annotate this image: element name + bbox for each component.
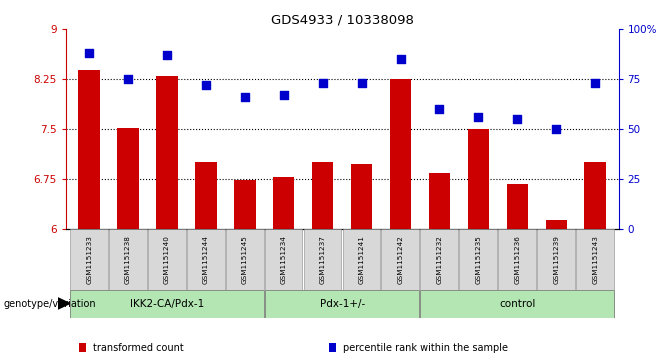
Bar bbox=[545, 220, 567, 229]
Text: GSM1151243: GSM1151243 bbox=[592, 235, 598, 284]
Text: control: control bbox=[499, 299, 536, 309]
Bar bbox=[226, 229, 264, 290]
Point bbox=[395, 56, 406, 62]
Point bbox=[278, 92, 289, 98]
Bar bbox=[459, 229, 497, 290]
Bar bbox=[109, 229, 147, 290]
Point bbox=[123, 76, 134, 82]
Text: GSM1151234: GSM1151234 bbox=[281, 235, 287, 284]
Text: GSM1151238: GSM1151238 bbox=[125, 235, 131, 284]
Point bbox=[590, 80, 601, 86]
Text: GSM1151240: GSM1151240 bbox=[164, 235, 170, 284]
Bar bbox=[234, 180, 255, 229]
Point bbox=[201, 82, 211, 88]
Text: GSM1151233: GSM1151233 bbox=[86, 235, 92, 284]
Text: GSM1151232: GSM1151232 bbox=[436, 235, 442, 284]
Text: GSM1151237: GSM1151237 bbox=[320, 235, 326, 284]
Text: GSM1151235: GSM1151235 bbox=[475, 235, 482, 284]
Point bbox=[512, 116, 522, 122]
Bar bbox=[187, 229, 224, 290]
Text: GSM1151239: GSM1151239 bbox=[553, 235, 559, 284]
Bar bbox=[420, 229, 458, 290]
Text: Pdx-1+/-: Pdx-1+/- bbox=[320, 299, 365, 309]
Bar bbox=[429, 174, 450, 229]
Polygon shape bbox=[58, 298, 70, 309]
Bar bbox=[468, 129, 489, 229]
Title: GDS4933 / 10338098: GDS4933 / 10338098 bbox=[270, 13, 414, 26]
Point bbox=[84, 50, 94, 56]
Bar bbox=[117, 127, 139, 229]
Point bbox=[551, 126, 561, 132]
Bar bbox=[343, 229, 380, 290]
Bar bbox=[576, 229, 614, 290]
Point bbox=[317, 80, 328, 86]
Text: GSM1151241: GSM1151241 bbox=[359, 235, 365, 284]
Bar bbox=[351, 164, 372, 229]
Text: genotype/variation: genotype/variation bbox=[3, 299, 96, 309]
Bar bbox=[195, 162, 216, 229]
Point bbox=[162, 52, 172, 58]
Bar bbox=[507, 184, 528, 229]
Text: GSM1151244: GSM1151244 bbox=[203, 235, 209, 284]
Bar bbox=[148, 229, 186, 290]
Bar bbox=[537, 229, 575, 290]
Text: transformed count: transformed count bbox=[93, 343, 184, 353]
Point bbox=[473, 114, 484, 120]
Bar bbox=[157, 76, 178, 229]
Bar bbox=[265, 290, 419, 318]
Bar bbox=[390, 79, 411, 229]
Bar bbox=[265, 229, 303, 290]
Text: IKK2-CA/Pdx-1: IKK2-CA/Pdx-1 bbox=[130, 299, 204, 309]
Text: GSM1151242: GSM1151242 bbox=[397, 235, 403, 284]
Bar bbox=[584, 162, 606, 229]
Bar bbox=[273, 177, 295, 229]
Point bbox=[357, 80, 367, 86]
Text: GSM1151236: GSM1151236 bbox=[515, 235, 520, 284]
Bar bbox=[498, 229, 536, 290]
Bar bbox=[70, 229, 108, 290]
Point bbox=[434, 106, 445, 112]
Text: GSM1151245: GSM1151245 bbox=[242, 235, 248, 284]
Bar bbox=[78, 70, 100, 229]
Bar bbox=[303, 229, 342, 290]
Bar bbox=[70, 290, 264, 318]
Bar bbox=[382, 229, 419, 290]
Bar bbox=[312, 162, 334, 229]
Text: percentile rank within the sample: percentile rank within the sample bbox=[343, 343, 508, 353]
Bar bbox=[420, 290, 614, 318]
Point bbox=[240, 94, 250, 100]
